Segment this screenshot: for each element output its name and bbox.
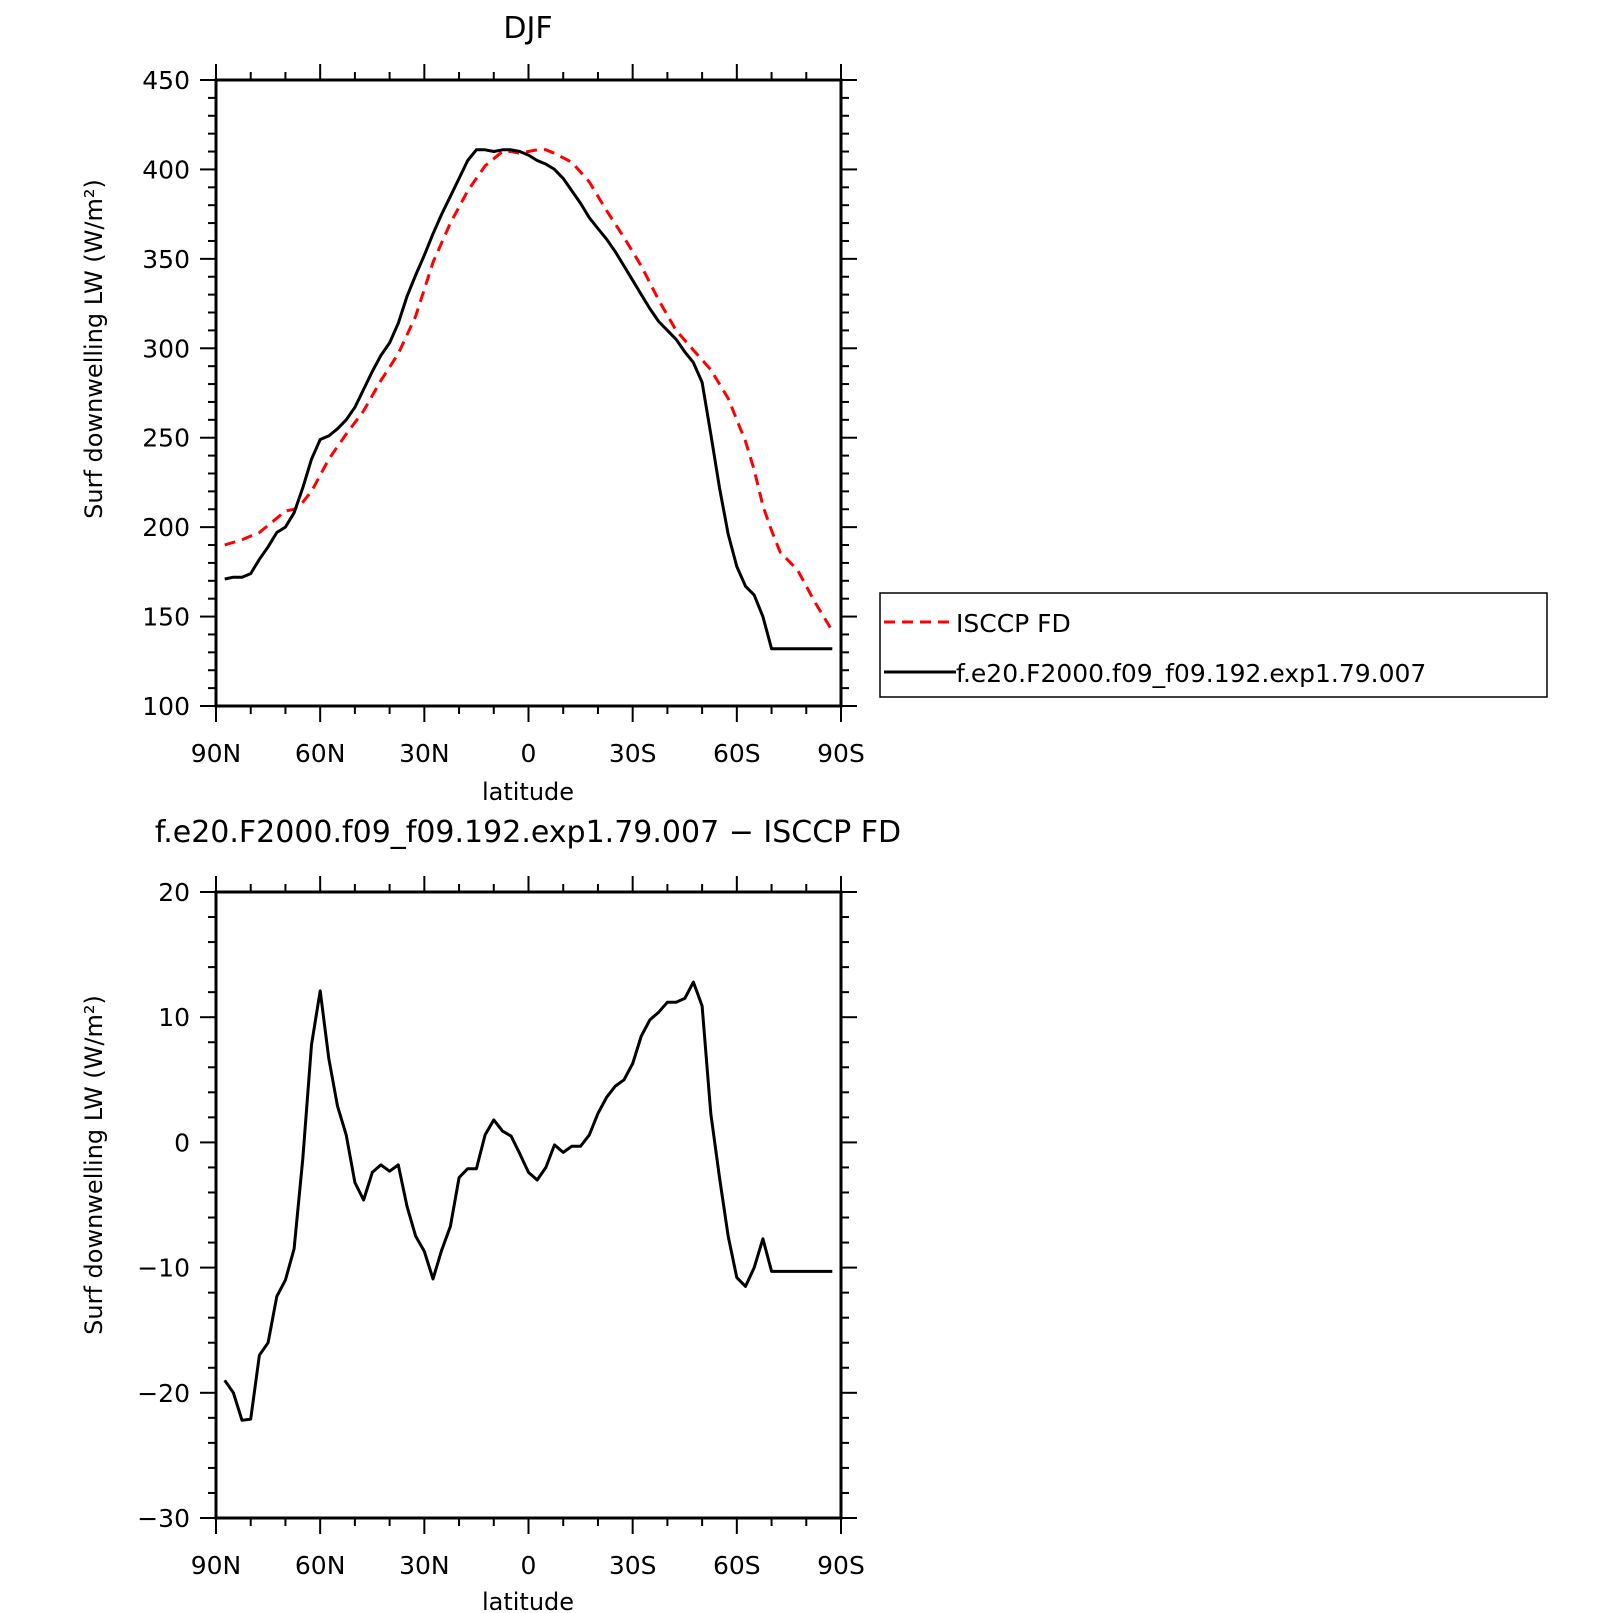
bottom-y-tick-label: −20: [137, 1379, 190, 1408]
bottom-y-tick-label: −30: [137, 1504, 190, 1533]
top-y-tick-label: 150: [142, 603, 190, 632]
top-series-line-0: [224, 148, 834, 632]
top-panel: DJF Surf downwelling LW (W/m²) latitude …: [80, 11, 1548, 806]
legend-label-model: f.e20.F2000.f09_f09.192.exp1.79.007: [956, 659, 1426, 688]
top-y-tick-label: 400: [142, 155, 190, 184]
top-x-tick-label: 60S: [713, 739, 761, 768]
bottom-x-tick-label: 90S: [817, 1551, 865, 1580]
top-y-axis-label: Surf downwelling LW (W/m²): [80, 179, 108, 519]
bottom-x-tick-label: 60S: [713, 1551, 761, 1580]
top-y-tick-label: 350: [142, 245, 190, 274]
top-plot-frame: [214, 78, 843, 708]
top-series-lines: [224, 148, 834, 651]
top-x-tick-label: 30N: [399, 739, 450, 768]
top-y-tick-label: 300: [142, 334, 190, 363]
bottom-x-axis-label: latitude: [482, 1588, 574, 1613]
bottom-x-tick-label: 60N: [295, 1551, 346, 1580]
bottom-y-tick-label: −10: [137, 1254, 190, 1283]
top-x-tick-label: 0: [521, 739, 537, 768]
top-x-tick-label: 90S: [817, 739, 865, 768]
top-series-line-1: [224, 148, 833, 651]
top-y-tick-label: 250: [142, 424, 190, 453]
bottom-x-tick-label: 0: [521, 1551, 537, 1580]
top-x-tick-label: 60N: [295, 739, 346, 768]
bottom-x-tick-label: 30S: [609, 1551, 657, 1580]
bottom-plot-frame: [214, 890, 843, 1520]
bottom-x-tick-label: 30N: [399, 1551, 450, 1580]
top-x-tick-label: 90N: [191, 739, 242, 768]
top-x-axis-label: latitude: [482, 778, 574, 806]
top-x-tick-label: 30S: [609, 739, 657, 768]
top-y-tick-label: 450: [142, 66, 190, 95]
bottom-series-lines: [223, 980, 833, 1422]
legend: ISCCP FD f.e20.F2000.f09_f09.192.exp1.79…: [879, 592, 1548, 698]
bottom-y-tick-label: 0: [174, 1128, 190, 1157]
top-y-tick-label: 100: [142, 692, 190, 721]
bottom-chart-title: f.e20.F2000.f09_f09.192.exp1.79.007 − IS…: [155, 815, 901, 850]
top-chart-title: DJF: [503, 11, 552, 46]
bottom-y-tick-label: 10: [158, 1003, 190, 1032]
bottom-y-tick-label: 20: [158, 878, 190, 907]
bottom-x-tick-label: 90N: [191, 1551, 242, 1580]
bottom-y-axis-label: Surf downwelling LW (W/m²): [80, 995, 108, 1335]
legend-label-isccp: ISCCP FD: [956, 609, 1071, 638]
bottom-panel: f.e20.F2000.f09_f09.192.exp1.79.007 − IS…: [80, 815, 901, 1613]
legend-box: [879, 592, 1548, 698]
top-y-tick-label: 200: [142, 513, 190, 542]
bottom-series-line-0: [223, 980, 833, 1422]
